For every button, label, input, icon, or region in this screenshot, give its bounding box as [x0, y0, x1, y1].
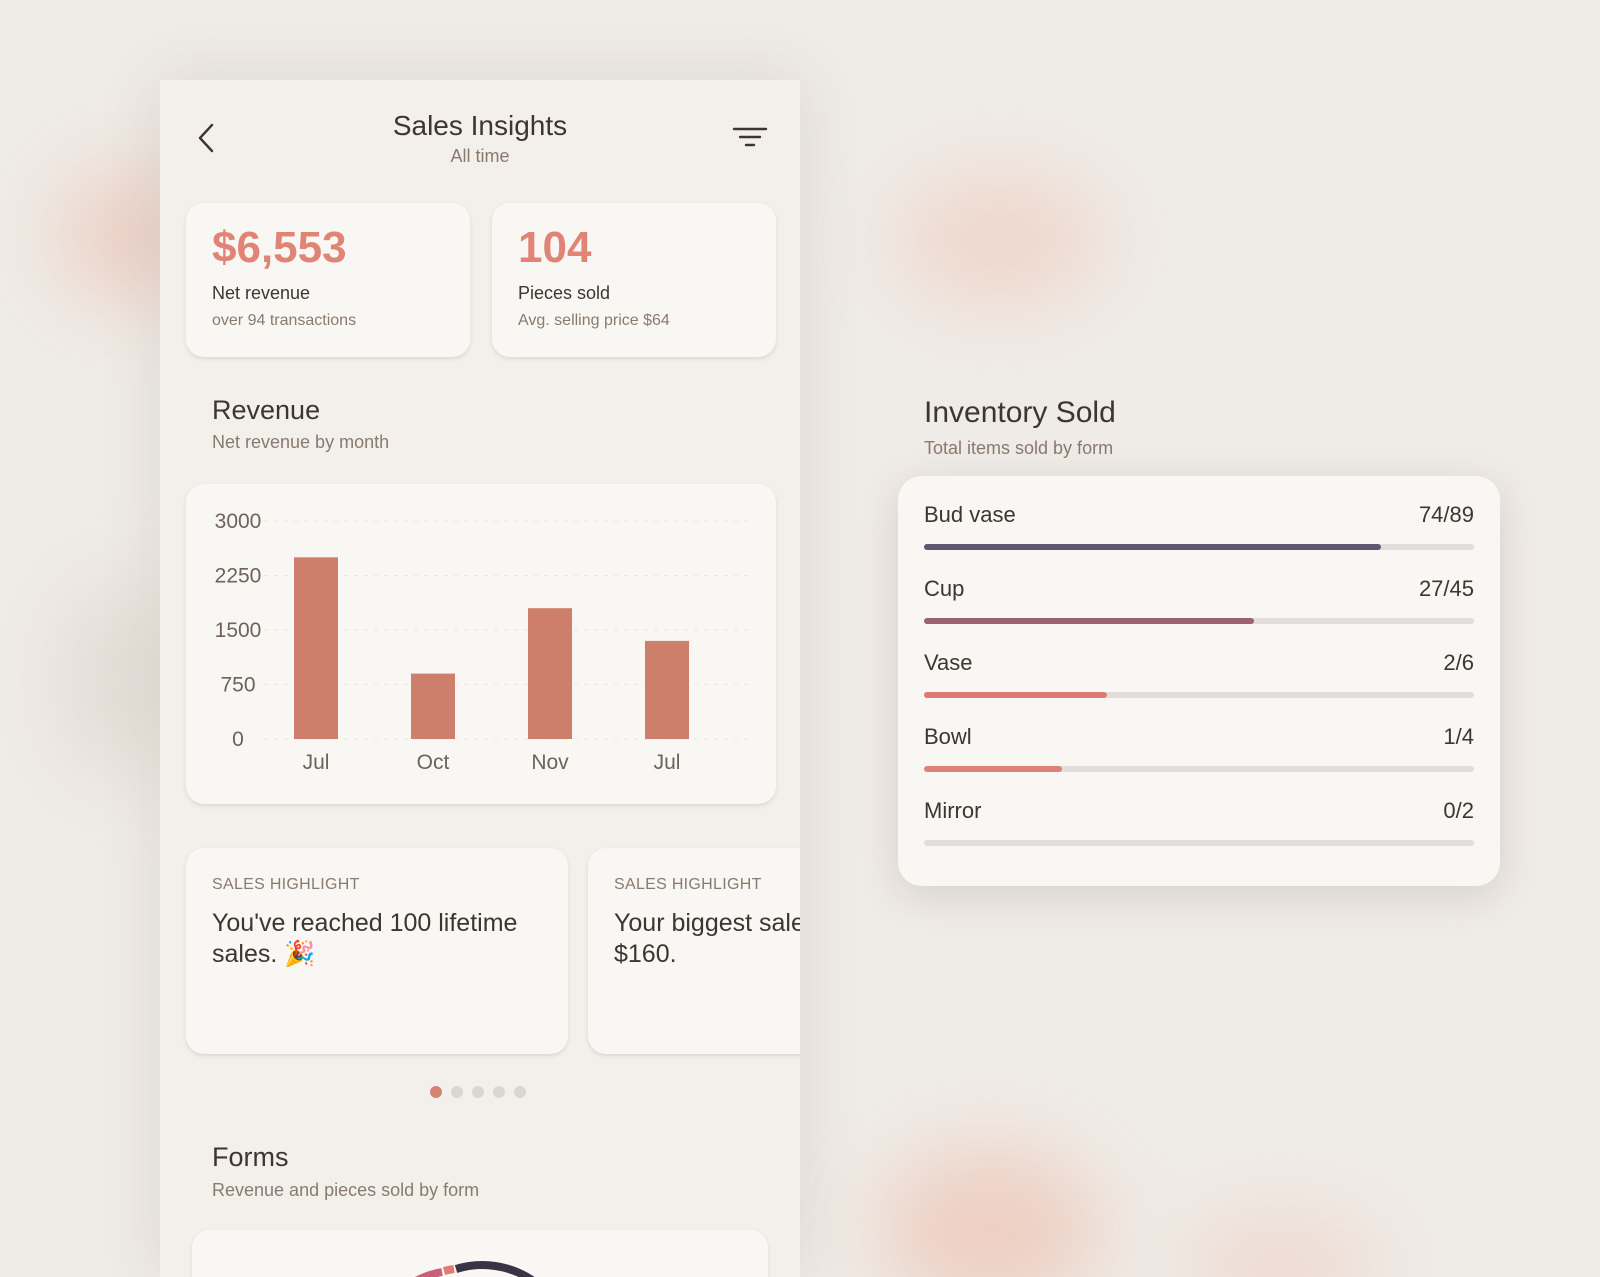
forms-donut-chart [415, 1261, 535, 1277]
inventory-form-label: Bud vase [924, 502, 1016, 527]
y-tick-label: 3000 [215, 510, 262, 533]
inventory-form-label: Cup [924, 576, 965, 601]
highlight-eyebrow: SALES HIGHLIGHT [614, 876, 762, 893]
x-tick-label: Oct [417, 751, 450, 774]
inventory-row: Vase 2/6 [924, 650, 1474, 724]
carousel-dot[interactable] [472, 1086, 484, 1098]
inventory-progress-fill [924, 692, 1108, 698]
stat-row: $6,553 Net revenue over 94 transactions … [186, 203, 776, 357]
inventory-progress-fill [924, 618, 1254, 624]
carousel-pagination [430, 1086, 526, 1098]
inventory-progress-track [924, 766, 1474, 772]
avg-price-note: Avg. selling price $64 [518, 312, 670, 329]
pieces-sold-value: 104 [518, 223, 592, 272]
inventory-form-label: Vase [924, 650, 973, 675]
y-tick-label: 750 [220, 674, 255, 697]
date-range-label: All time [450, 146, 510, 166]
x-tick-label: Nov [531, 751, 569, 774]
revenue-section-subtitle: Net revenue by month [212, 432, 390, 452]
y-tick-label: 0 [232, 728, 244, 751]
revenue-bar[interactable] [528, 608, 572, 739]
forms-section-title: Forms [212, 1142, 289, 1172]
inventory-progress-fill [924, 766, 1062, 772]
back-button[interactable] [188, 120, 224, 156]
inventory-card: Bud vase 74/89 Cup 27/45 Vase 2/6 Bowl 1/4 Mirro… [898, 476, 1500, 886]
inventory-row: Bud vase 74/89 [924, 502, 1474, 576]
inventory-count: 1/4 [1443, 724, 1474, 749]
header: Sales Insights All time [160, 80, 800, 200]
inventory-title: Inventory Sold [924, 396, 1116, 429]
carousel-dot[interactable] [430, 1086, 442, 1098]
inventory-count: 2/6 [1443, 650, 1474, 675]
highlight-card[interactable]: SALES HIGHLIGHT You've reached 100 lifet… [186, 848, 568, 1054]
net-revenue-card[interactable]: $6,553 Net revenue over 94 transactions [186, 203, 470, 357]
x-tick-label: Jul [303, 751, 330, 774]
filter-button[interactable] [730, 124, 770, 154]
pieces-sold-card[interactable]: 104 Pieces sold Avg. selling price $64 [492, 203, 776, 357]
highlights-carousel[interactable]: SALES HIGHLIGHT You've reached 100 lifet… [186, 848, 800, 1058]
inventory-row: Mirror 0/2 [924, 798, 1474, 872]
y-tick-label: 1500 [215, 619, 262, 642]
inventory-progress-track [924, 544, 1474, 550]
carousel-dot[interactable] [493, 1086, 505, 1098]
inventory-form-label: Bowl [924, 724, 972, 749]
highlight-text: You've reached 100 lifetime sales. 🎉 [212, 909, 518, 968]
inventory-count: 27/45 [1418, 576, 1474, 601]
forms-chart-card [192, 1230, 768, 1277]
background-blob [1180, 1220, 1380, 1277]
page-title: Sales Insights [392, 110, 568, 141]
inventory-progress-track [924, 692, 1474, 698]
net-revenue-label: Net revenue [212, 283, 311, 303]
background-blob [900, 180, 1100, 300]
y-tick-label: 2250 [215, 565, 262, 588]
net-revenue-value: $6,553 [212, 223, 347, 272]
carousel-dot[interactable] [451, 1086, 463, 1098]
inventory-row: Cup 27/45 [924, 576, 1474, 650]
sales-insights-screen: Sales Insights All time $6,553 Net reven… [160, 80, 800, 1277]
filter-icon [732, 127, 768, 147]
forms-section-subtitle: Revenue and pieces sold by form [212, 1180, 480, 1200]
pieces-sold-label: Pieces sold [518, 283, 611, 303]
title-block: Sales Insights All time [160, 110, 800, 167]
revenue-chart-card: 3000 2250 1500 750 0 Jul Oct Nov Jul [186, 484, 776, 804]
background-blob [880, 1150, 1100, 1277]
transactions-note: over 94 transactions [212, 312, 357, 329]
revenue-section-title: Revenue [212, 395, 321, 425]
x-tick-label: Jul [654, 751, 681, 774]
revenue-bar-chart: 3000 2250 1500 750 0 Jul Oct Nov Jul [215, 510, 752, 774]
inventory-subtitle: Total items sold by form [924, 438, 1114, 458]
inventory-form-label: Mirror [924, 798, 982, 823]
revenue-bar[interactable] [645, 640, 689, 739]
revenue-bar[interactable] [294, 557, 338, 739]
highlight-text: Your biggest sale was $160. [614, 909, 800, 968]
highlight-eyebrow: SALES HIGHLIGHT [212, 876, 360, 893]
highlight-card[interactable]: SALES HIGHLIGHT Your biggest sale was $1… [588, 848, 800, 1054]
inventory-progress-fill [924, 544, 1382, 550]
chevron-left-icon [198, 123, 214, 153]
inventory-count: 0/2 [1443, 798, 1474, 823]
inventory-count: 74/89 [1418, 502, 1474, 527]
inventory-progress-track [924, 618, 1474, 624]
inventory-row: Bowl 1/4 [924, 724, 1474, 798]
carousel-dot[interactable] [514, 1086, 526, 1098]
inventory-progress-track [924, 840, 1474, 846]
revenue-bar[interactable] [411, 673, 455, 739]
